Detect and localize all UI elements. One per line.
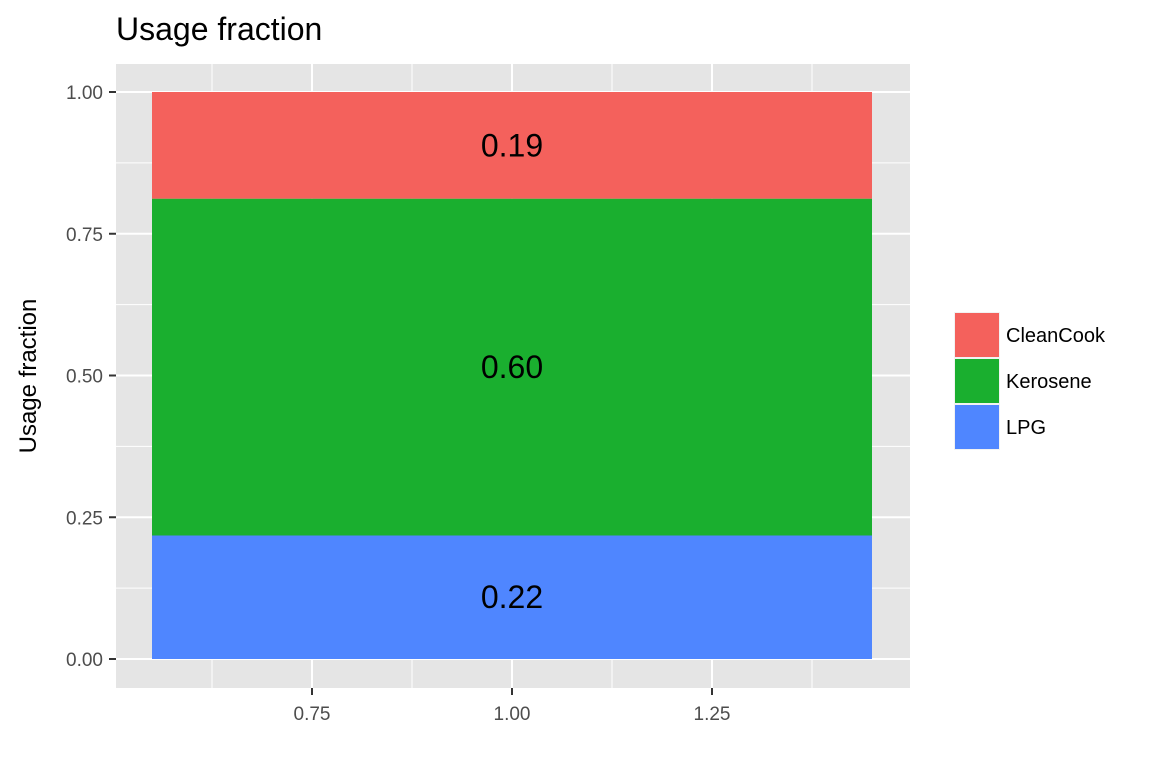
y-axis-title: Usage fraction [15, 299, 42, 454]
legend-label-lpg: LPG [1006, 417, 1046, 439]
y-tick-label: 0.00 [66, 650, 103, 671]
bar-segment-kerosene [152, 198, 872, 536]
y-tick-label: 0.75 [66, 225, 103, 246]
chart-title: Usage fraction [116, 11, 322, 47]
bar-segments [152, 92, 872, 659]
x-tick-label: 1.25 [694, 704, 731, 725]
data-label-cleancook: 0.19 [481, 127, 543, 163]
y-axis: 0.00 0.25 0.50 0.75 1.00 [66, 83, 116, 671]
legend-key-cleancook [955, 313, 999, 357]
x-tick-label: 1.00 [494, 704, 531, 725]
x-axis: 0.75 1.00 1.25 [294, 688, 731, 725]
legend-key-lpg [955, 405, 999, 449]
legend: CleanCook Kerosene LPG [954, 312, 1106, 450]
x-tick-label: 0.75 [294, 704, 331, 725]
y-tick-label: 1.00 [66, 83, 103, 104]
y-tick-label: 0.50 [66, 367, 103, 388]
legend-key-kerosene [955, 359, 999, 403]
y-tick-label: 0.25 [66, 508, 103, 529]
bar-segment-cleancook [152, 92, 872, 199]
data-label-kerosene: 0.60 [481, 349, 543, 385]
bar-segment-lpg [152, 535, 872, 659]
data-labels: 0.22 0.60 0.19 [481, 127, 543, 615]
data-label-lpg: 0.22 [481, 579, 543, 615]
legend-label-kerosene: Kerosene [1006, 371, 1092, 393]
legend-label-cleancook: CleanCook [1006, 325, 1106, 347]
